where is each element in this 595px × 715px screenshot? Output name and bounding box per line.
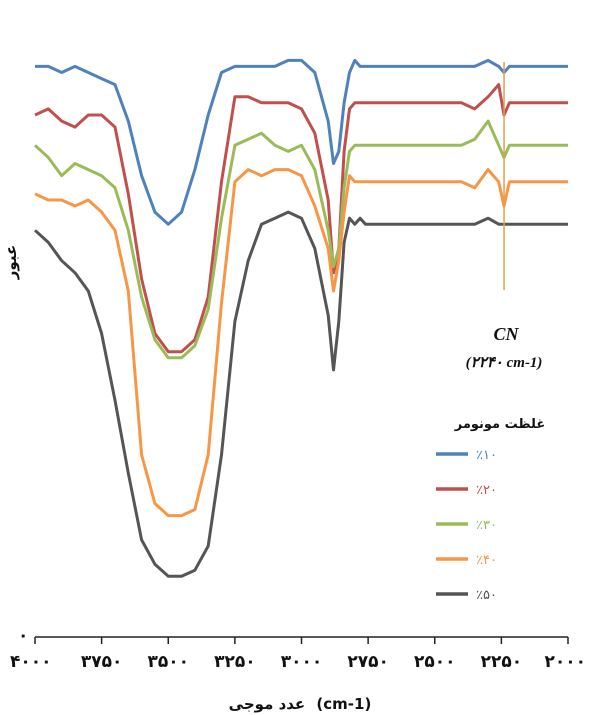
legend-label-1: ٪۱۰ <box>476 448 497 463</box>
x-axis-unit: (cm-1) <box>316 695 371 713</box>
x-tick-label: ۲۰۰۰ <box>544 652 586 672</box>
cn-annotation: CN (۲۲۴۰ cm-1) <box>466 62 543 371</box>
cn-label: CN <box>494 324 520 344</box>
legend: غلظت مونومر ٪۱۰ ٪۲۰ ٪۳۰ ٪۴۰ ٪۵۰ <box>436 417 545 603</box>
x-axis-title-text: عدد موجی <box>229 695 306 713</box>
x-tick-label: ۲۷۵۰ <box>347 652 389 672</box>
x-tick-label: ۳۵۰۰ <box>147 652 189 672</box>
y-axis-title: عبور <box>2 245 20 280</box>
x-axis-ticks: ۴۰۰۰ ۳۷۵۰ ۳۵۰۰ ۳۲۵۰ ۳۰۰۰ ۲۷۵۰ ۲۵۰۰ ۲۲۵۰ ۲۰۰۰ <box>10 637 586 672</box>
series-line-5 <box>33 210 568 578</box>
series-line-3 <box>33 119 568 360</box>
x-tick-label: ۳۲۵۰ <box>214 652 256 672</box>
series-line-4 <box>34 168 568 518</box>
legend-label-5: ٪۵۰ <box>476 588 497 603</box>
legend-label-2: ٪۲۰ <box>476 483 497 498</box>
legend-title: غلظت مونومر <box>454 417 546 432</box>
x-tick-label: ۲۵۰۰ <box>414 652 456 672</box>
x-tick-label: ۴۰۰۰ <box>10 652 52 672</box>
plot-area: ۴۰۰۰ ۳۷۵۰ ۳۵۰۰ ۳۲۵۰ ۳۰۰۰ ۲۷۵۰ ۲۵۰۰ ۲۲۵۰ ۲۰۰۰ CN … <box>2 58 586 713</box>
y-zero-label: ۰ <box>18 626 28 646</box>
cn-wavenumber-label: (۲۲۴۰ cm-1) <box>466 355 543 371</box>
series-line-1 <box>35 58 568 226</box>
series-layer <box>33 58 568 578</box>
legend-label-3: ٪۳۰ <box>476 518 497 533</box>
x-axis-title: عدد موجی (cm-1) <box>229 695 372 713</box>
legend-label-4: ٪۴۰ <box>476 553 497 568</box>
x-tick-label: ۳۷۵۰ <box>81 652 123 672</box>
x-tick-label: ۲۲۵۰ <box>481 652 523 672</box>
x-tick-label: ۳۰۰۰ <box>281 652 323 672</box>
